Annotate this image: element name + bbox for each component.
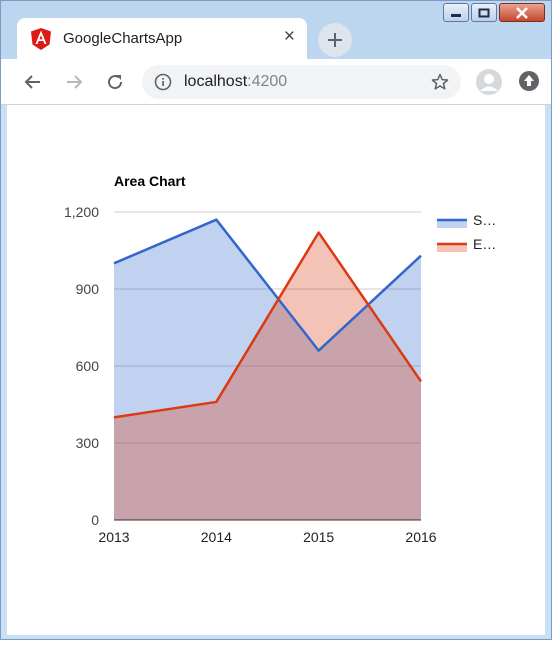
minimize-icon	[451, 13, 461, 17]
maximize-icon	[478, 8, 490, 17]
forward-icon[interactable]	[64, 72, 84, 92]
x-tick-label: 2015	[303, 529, 334, 545]
legend-swatch	[437, 220, 467, 228]
update-arrow-icon	[524, 75, 534, 86]
title-bar: GoogleChartsApp ×	[1, 1, 551, 59]
tab-close-icon[interactable]: ×	[283, 26, 295, 47]
y-tick-label: 600	[76, 358, 100, 374]
legend-swatch	[437, 244, 467, 252]
series-area-2[interactable]	[114, 232, 421, 520]
chart-title: Area Chart	[114, 173, 186, 189]
url-port: :4200	[247, 73, 288, 90]
y-tick-label: 300	[76, 435, 100, 451]
angular-icon	[31, 28, 51, 50]
address-bar[interactable]: localhost:4200	[142, 65, 461, 99]
x-tick-label: 2016	[405, 529, 436, 545]
new-tab-button[interactable]	[318, 23, 352, 57]
window-controls	[441, 3, 545, 23]
area-chart: Area Chart 0 300 600 900 1,200 2013 2014 2015 2…	[64, 173, 496, 545]
series-line-1[interactable]	[113, 218, 422, 352]
update-icon[interactable]	[519, 71, 539, 91]
legend-label[interactable]: E…	[473, 236, 496, 252]
close-icon	[516, 6, 528, 19]
plus-icon	[328, 33, 342, 47]
profile-avatar-icon	[480, 74, 498, 91]
tab-title: GoogleChartsApp	[63, 30, 183, 47]
reload-icon[interactable]	[105, 72, 125, 92]
x-tick-label: 2013	[98, 529, 129, 545]
y-tick-label: 0	[91, 512, 99, 528]
x-tick-label: 2014	[201, 529, 232, 545]
maximize-button[interactable]	[471, 3, 497, 22]
profile-icon[interactable]	[476, 69, 502, 95]
legend-label[interactable]: S…	[473, 212, 496, 228]
series-area-1[interactable]	[114, 219, 421, 520]
info-icon[interactable]	[154, 73, 172, 91]
y-tick-label: 1,200	[64, 204, 99, 220]
url-text[interactable]: localhost:4200	[184, 73, 287, 91]
back-icon[interactable]	[23, 72, 43, 92]
close-window-button[interactable]	[499, 3, 545, 22]
minimize-button[interactable]	[443, 3, 469, 22]
browser-toolbar: localhost:4200	[1, 59, 551, 105]
star-icon[interactable]	[431, 73, 449, 91]
browser-tab[interactable]: GoogleChartsApp ×	[17, 18, 307, 59]
page-content: Area Chart 0 300 600 900 1,200 2013 2014 2015 2…	[7, 105, 545, 635]
url-host: localhost	[184, 73, 248, 90]
series-line-2[interactable]	[113, 231, 423, 419]
y-tick-label: 900	[76, 281, 100, 297]
